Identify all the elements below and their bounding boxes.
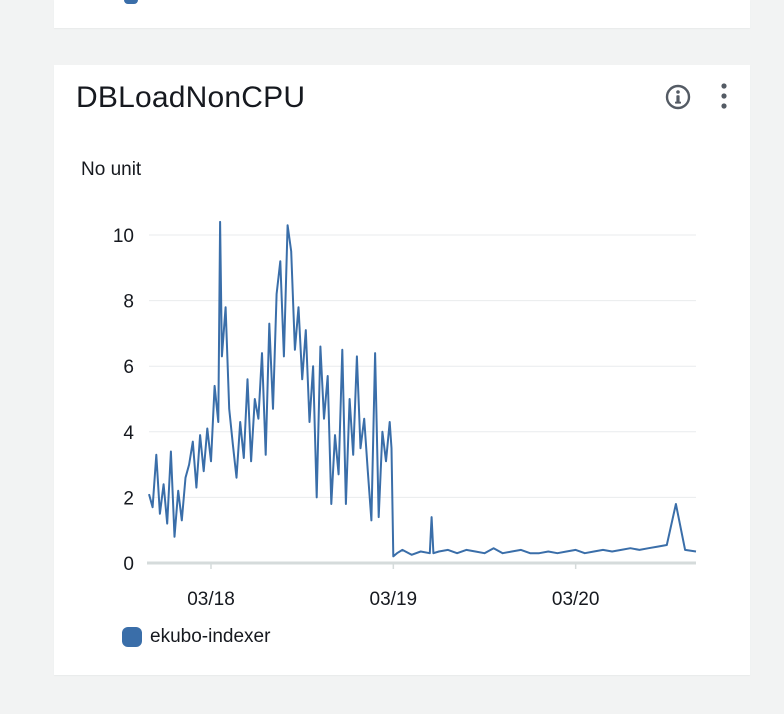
widget-title: DBLoadNonCPU xyxy=(76,81,306,114)
y-axis-ticks: 0 2 4 6 8 10 xyxy=(113,226,135,575)
x-tick-label: 03/20 xyxy=(552,589,600,610)
x-tick-label: 03/19 xyxy=(370,589,418,610)
y-axis-unit-label: No unit xyxy=(81,159,142,180)
grid-lines xyxy=(149,234,696,498)
info-circle-icon[interactable] xyxy=(665,84,691,110)
series-line-ekubo-indexer[interactable] xyxy=(148,220,697,558)
legend-label: ekubo-indexer xyxy=(150,626,271,647)
x-axis-ticks: 03/18 03/19 03/20 xyxy=(187,563,599,610)
y-tick-label: 10 xyxy=(113,226,134,247)
line-chart: 0 2 4 6 8 10 03/18 03/19 03/20 xyxy=(113,220,697,610)
y-tick-label: 4 xyxy=(123,423,134,444)
series-lines xyxy=(148,220,697,558)
legend-item[interactable]: ekubo-indexer xyxy=(122,626,270,648)
y-tick-label: 8 xyxy=(123,292,134,313)
x-tick-label: 03/18 xyxy=(187,589,235,610)
y-tick-label: 2 xyxy=(123,488,134,509)
legend-swatch xyxy=(122,627,142,647)
y-tick-label: 6 xyxy=(123,357,134,378)
previous-legend-swatch xyxy=(124,0,138,4)
y-tick-label: 0 xyxy=(123,554,134,575)
metric-widget: DBLoadNonCPU No unit 0 2 4 6 8 10 03/18 03/19 0… xyxy=(54,65,750,675)
previous-widget-card xyxy=(54,0,750,28)
vertical-ellipsis-icon[interactable] xyxy=(714,81,734,111)
